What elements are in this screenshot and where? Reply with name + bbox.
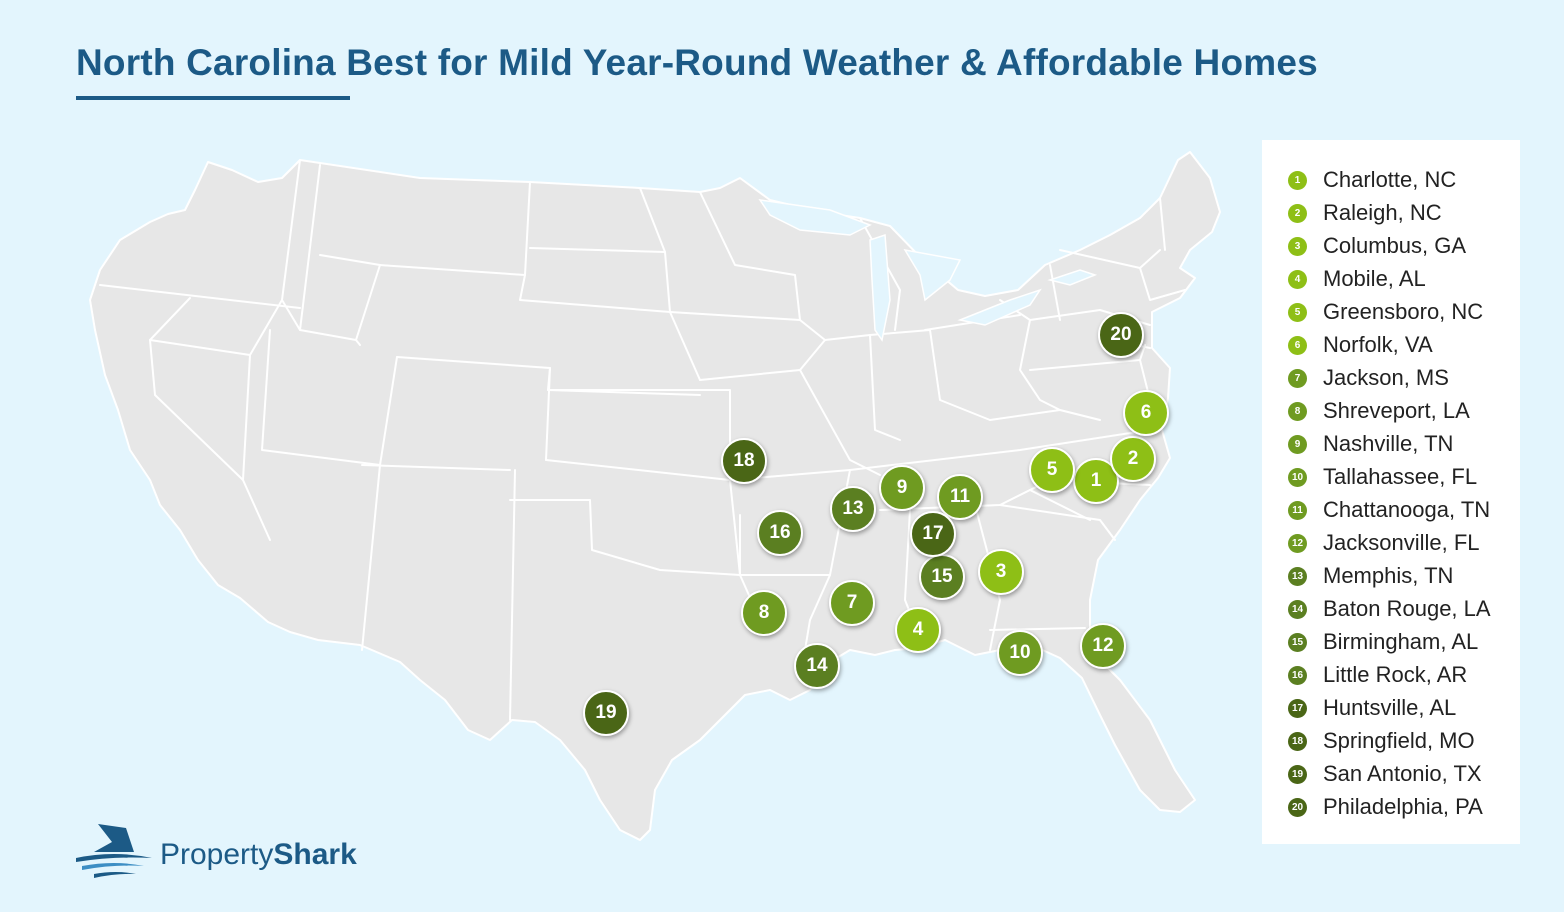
map-marker-15[interactable]: 15 — [919, 554, 965, 600]
legend-city-label: Jackson, MS — [1323, 365, 1449, 390]
legend-city-label: Greensboro, NC — [1323, 299, 1484, 324]
map-marker-4[interactable]: 4 — [895, 607, 941, 653]
legend-rank-badge: 14 — [1288, 599, 1307, 619]
legend-rank-badge: 10 — [1288, 467, 1307, 487]
map-marker-19[interactable]: 19 — [583, 690, 629, 736]
legend-item: 18 Springfield, MO — [1288, 726, 1475, 756]
logo-brand-regular: Property — [160, 838, 274, 871]
legend-rank-badge: 4 — [1288, 269, 1307, 289]
legend-city-label: Little Rock, AR — [1323, 662, 1468, 687]
legend-city-label: Mobile, AL — [1323, 266, 1426, 291]
legend-city-label: Memphis, TN — [1323, 563, 1454, 588]
map-marker-9[interactable]: 9 — [879, 465, 925, 511]
legend-rank-badge: 2 — [1288, 203, 1307, 223]
map-marker-17[interactable]: 17 — [910, 511, 956, 557]
propertyshark-logo: PropertyShark — [74, 822, 394, 886]
legend-item: 12 Jacksonville, FL — [1288, 528, 1480, 558]
legend-rank-badge: 15 — [1288, 632, 1307, 652]
legend-item: 5 Greensboro, NC — [1288, 297, 1483, 327]
map-marker-12[interactable]: 12 — [1080, 623, 1126, 669]
legend-item: 7 Jackson, MS — [1288, 363, 1449, 393]
legend-item: 19 San Antonio, TX — [1288, 759, 1482, 789]
legend: 1 Charlotte, NC 2 Raleigh, NC 3 Columbus, G… — [1262, 140, 1520, 844]
legend-city-label: Columbus, GA — [1323, 233, 1467, 258]
map-marker-6[interactable]: 6 — [1123, 390, 1169, 436]
logo-brand-bold: Shark — [273, 838, 357, 871]
legend-city-label: Jacksonville, FL — [1323, 530, 1480, 555]
legend-item: 14 Baton Rouge, LA — [1288, 594, 1491, 624]
legend-city-label: Huntsville, AL — [1323, 695, 1457, 720]
map-marker-18[interactable]: 18 — [721, 438, 767, 484]
legend-city-label: Philadelphia, PA — [1323, 794, 1483, 819]
map-marker-13[interactable]: 13 — [830, 486, 876, 532]
map-marker-11[interactable]: 11 — [937, 474, 983, 520]
shark-fin-icon — [76, 824, 152, 878]
legend-rank-badge: 11 — [1288, 500, 1307, 520]
legend-item: 11 Chattanooga, TN — [1288, 495, 1490, 525]
legend-item: 10 Tallahassee, FL — [1288, 462, 1477, 492]
legend-city-label: Charlotte, NC — [1323, 167, 1457, 192]
map-marker-16[interactable]: 16 — [757, 510, 803, 556]
legend-item: 9 Nashville, TN — [1288, 429, 1453, 459]
logo-text: PropertyShark — [160, 838, 357, 872]
legend-item: 2 Raleigh, NC — [1288, 198, 1442, 228]
state-borders — [99, 159, 1186, 721]
legend-rank-badge: 9 — [1288, 434, 1307, 454]
legend-rank-badge: 3 — [1288, 236, 1307, 256]
legend-city-label: San Antonio, TX — [1323, 761, 1482, 786]
legend-rank-badge: 20 — [1288, 797, 1307, 817]
legend-rank-badge: 13 — [1288, 566, 1307, 586]
legend-city-label: Nashville, TN — [1323, 431, 1454, 456]
legend-item: 20 Philadelphia, PA — [1288, 792, 1483, 822]
us-land — [89, 151, 1221, 841]
map-marker-14[interactable]: 14 — [794, 643, 840, 689]
legend-city-label: Springfield, MO — [1323, 728, 1475, 753]
map-marker-7[interactable]: 7 — [829, 580, 875, 626]
legend-rank-badge: 19 — [1288, 764, 1307, 784]
legend-item: 13 Memphis, TN — [1288, 561, 1453, 591]
legend-rank-badge: 17 — [1288, 698, 1307, 718]
legend-city-label: Chattanooga, TN — [1323, 497, 1491, 522]
legend-city-label: Baton Rouge, LA — [1323, 596, 1491, 621]
legend-rank-badge: 6 — [1288, 335, 1307, 355]
title-underline — [76, 96, 350, 100]
legend-item: 8 Shreveport, LA — [1288, 396, 1470, 426]
legend-item: 15 Birmingham, AL — [1288, 627, 1478, 657]
legend-item: 17 Huntsville, AL — [1288, 693, 1456, 723]
great-lakes — [758, 199, 1098, 342]
legend-rank-badge: 16 — [1288, 665, 1307, 685]
legend-rank-badge: 7 — [1288, 368, 1307, 388]
legend-rank-badge: 1 — [1288, 170, 1307, 190]
map-marker-1[interactable]: 1 — [1073, 458, 1119, 504]
map-marker-20[interactable]: 20 — [1098, 312, 1144, 358]
legend-city-label: Norfolk, VA — [1323, 332, 1433, 357]
legend-rank-badge: 18 — [1288, 731, 1307, 751]
legend-item: 4 Mobile, AL — [1288, 264, 1426, 294]
legend-city-label: Tallahassee, FL — [1323, 464, 1478, 489]
legend-rank-badge: 5 — [1288, 302, 1307, 322]
legend-rank-badge: 12 — [1288, 533, 1307, 553]
legend-rank-badge: 8 — [1288, 401, 1307, 421]
map-marker-8[interactable]: 8 — [741, 590, 787, 636]
legend-item: 1 Charlotte, NC — [1288, 165, 1456, 195]
legend-item: 3 Columbus, GA — [1288, 231, 1466, 261]
map-title: North Carolina Best for Mild Year-Round … — [76, 42, 1318, 83]
legend-city-label: Shreveport, LA — [1323, 398, 1470, 423]
map-marker-10[interactable]: 10 — [997, 630, 1043, 676]
legend-city-label: Raleigh, NC — [1323, 200, 1442, 225]
legend-item: 16 Little Rock, AR — [1288, 660, 1467, 690]
map-marker-5[interactable]: 5 — [1029, 447, 1075, 493]
map-marker-3[interactable]: 3 — [978, 549, 1024, 595]
legend-city-label: Birmingham, AL — [1323, 629, 1479, 654]
legend-item: 6 Norfolk, VA — [1288, 330, 1433, 360]
map-marker-2[interactable]: 2 — [1110, 436, 1156, 482]
